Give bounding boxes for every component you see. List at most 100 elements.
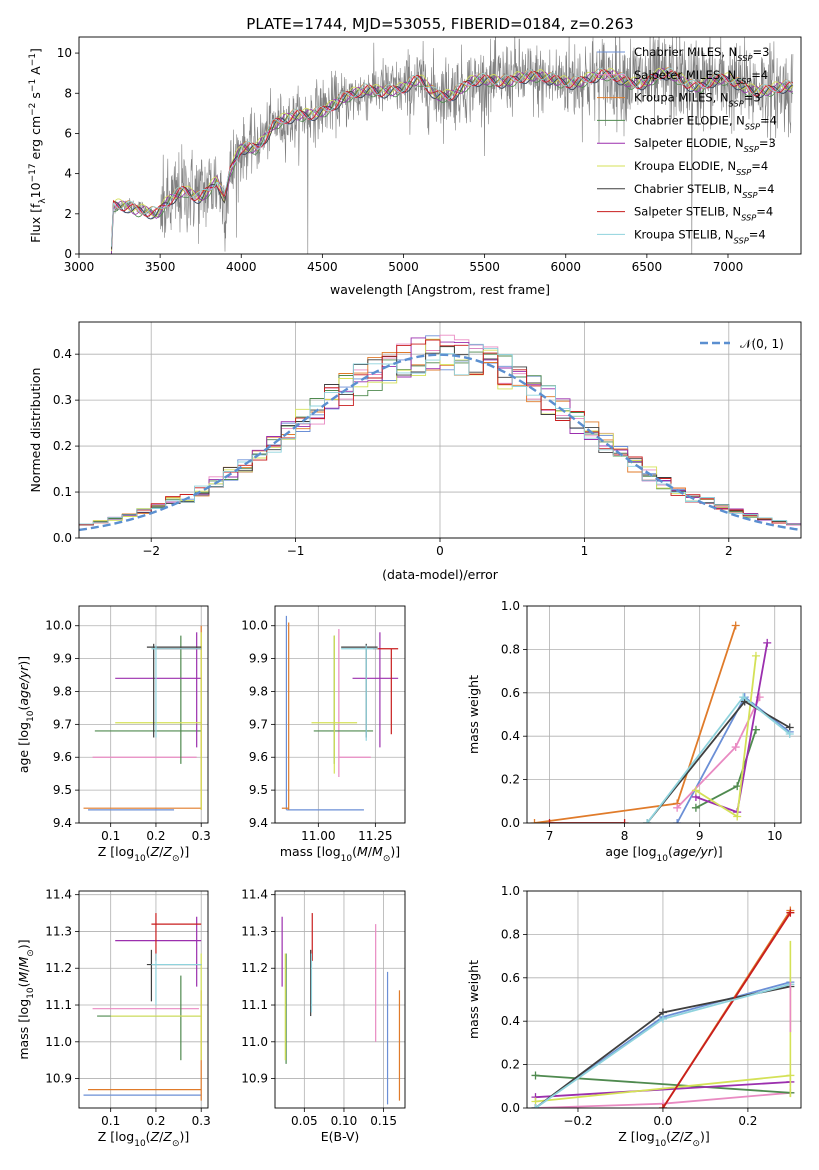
label-part: )] xyxy=(390,844,400,859)
y-tick-label: 9.7 xyxy=(249,717,268,731)
y-tick-label: 0.1 xyxy=(53,485,72,499)
x-tick-label: −1 xyxy=(287,544,305,558)
y-tick-label: 0.0 xyxy=(501,1101,520,1115)
label-part: erg cm xyxy=(28,116,43,164)
x-tick-label: 0.15 xyxy=(370,1114,397,1128)
plot-area-age-Z xyxy=(83,625,202,811)
weight-line xyxy=(535,1074,791,1103)
label-part: Kroupa MILES, N xyxy=(634,91,729,105)
x-tick-label: 6000 xyxy=(550,260,581,274)
x-axis-label: mass [log10(M/M⊙)] xyxy=(280,844,400,864)
weight-marker xyxy=(530,819,539,823)
y-tick-label: 1.0 xyxy=(501,884,520,898)
label-part: ⊙ xyxy=(172,854,180,864)
x-tick-label: 4500 xyxy=(307,260,338,274)
y-tick-label: 10.9 xyxy=(241,1072,268,1086)
label-part: =4 xyxy=(757,182,774,196)
y-tick-label: 10.9 xyxy=(45,1072,72,1086)
label-part: ( xyxy=(352,844,357,859)
y-tick-label: 0.2 xyxy=(501,773,520,787)
x-tick-label: 0.1 xyxy=(101,1114,120,1128)
axes-frame xyxy=(78,321,802,539)
y-tick-label: 10.0 xyxy=(45,619,72,633)
x-tick-label: 6500 xyxy=(632,260,663,274)
model-spectrum xyxy=(111,67,794,247)
axes-mass-Z: 0.1 0.2 0.310.911.011.111.211.311.4Z [log1… xyxy=(16,888,211,1149)
label-part: SSP xyxy=(741,213,756,223)
model-spectrum xyxy=(111,69,794,246)
x-tick-label: 0.0 xyxy=(653,1114,672,1128)
weight-marker xyxy=(763,638,772,647)
y-tick-label: 11.0 xyxy=(45,1035,72,1049)
y-tick-label: 9.9 xyxy=(249,652,268,666)
y-tick-label: 10 xyxy=(57,46,72,60)
label-part: mass [log xyxy=(280,844,341,859)
legend-entry: 𝒩(0, 1) xyxy=(740,337,784,351)
label-part: −1 xyxy=(28,53,38,66)
label-part: 10 xyxy=(341,854,353,864)
y-tick-label: 0.2 xyxy=(53,439,72,453)
plot-area-mass-Z xyxy=(83,913,202,1101)
label-part: / xyxy=(368,844,373,859)
x-tick-label: 0 xyxy=(436,544,444,558)
y-tick-label: 9.6 xyxy=(53,750,72,764)
y-tick-label: 9.9 xyxy=(53,652,72,666)
weight-marker xyxy=(643,819,652,823)
y-axis-label: mass [log10(M/M⊙)] xyxy=(16,939,36,1059)
label-part: 10 xyxy=(26,987,36,999)
label-part: M xyxy=(372,844,383,859)
label-part: s xyxy=(28,92,43,103)
label-part: Z [log xyxy=(98,844,134,859)
gaussian-curve xyxy=(79,353,801,532)
y-tick-label: 0.4 xyxy=(501,729,520,743)
y-axis-label: mass weight xyxy=(466,960,481,1039)
label-part: SSP xyxy=(734,235,749,245)
label-part: SSP xyxy=(742,190,757,200)
label-part: M xyxy=(16,972,31,983)
weight-marker xyxy=(751,725,760,734)
x-tick-label: −0.2 xyxy=(563,1114,592,1128)
plot-area-mass-weight-Z xyxy=(531,906,795,1108)
plot-area-mass-weight-age xyxy=(530,621,794,823)
observed-spectrum xyxy=(111,37,794,254)
label-part: ( xyxy=(146,1129,151,1144)
label-part: Salpeter STELIB, N xyxy=(634,205,741,219)
y-tick-label: 11.1 xyxy=(241,998,268,1012)
label-part: Z [log xyxy=(618,1129,654,1144)
y-tick-label: 11.4 xyxy=(45,888,72,902)
y-tick-label: 0.8 xyxy=(501,927,520,941)
y-tick-label: 8 xyxy=(64,86,72,100)
y-axis-label: Flux [fλ10−17 erg cm−2 s−1 A−1] xyxy=(28,48,48,243)
x-tick-label: 10 xyxy=(767,829,782,843)
label-part: Chabrier ELODIE, N xyxy=(634,113,745,127)
x-axis-label: age [log10(age/yr)] xyxy=(605,844,722,864)
y-tick-label: 9.7 xyxy=(53,717,72,731)
label-part: 10 xyxy=(655,1139,667,1149)
axes-frame xyxy=(274,605,406,824)
weight-marker xyxy=(673,803,682,812)
y-tick-label: 0.2 xyxy=(501,1058,520,1072)
x-axis-label: wavelength [Angstrom, rest frame] xyxy=(330,282,550,297)
label-part: −1 xyxy=(28,79,38,92)
label-part: Salpeter MILES, N xyxy=(634,68,736,82)
axes-age-Z: 0.1 0.2 0.39.49.59.69.79.89.910.0Z [log10(… xyxy=(16,605,211,864)
x-tick-label: 0.2 xyxy=(146,1114,165,1128)
y-tick-label: 10.0 xyxy=(241,619,268,633)
label-part: age [log xyxy=(605,844,656,859)
x-tick-label: 5000 xyxy=(388,260,419,274)
legend-entry: Salpeter MILES, NSSP=4 xyxy=(634,68,768,86)
x-tick-label: 8 xyxy=(621,829,629,843)
weight-marker xyxy=(731,621,740,630)
x-tick-label: −2 xyxy=(142,544,160,558)
weight-line xyxy=(535,1081,791,1099)
x-tick-label: 0.05 xyxy=(291,1114,318,1128)
axes-spectrum: 3000 3500 4000 4500 5000 5500 6000 6500 7000 0 2 4 6… xyxy=(28,36,802,297)
label-part: 10 xyxy=(26,710,36,722)
label-part: −2 xyxy=(28,103,38,116)
x-tick-label: 4000 xyxy=(226,260,257,274)
label-part: ( xyxy=(666,1129,671,1144)
axes-residuals: −2 −1 0 1 2 0.0 0.1 0.2 0.3 0.4 (data-model)/error… xyxy=(28,321,802,582)
label-part: 10 xyxy=(657,854,669,864)
label-part: / xyxy=(16,967,31,972)
